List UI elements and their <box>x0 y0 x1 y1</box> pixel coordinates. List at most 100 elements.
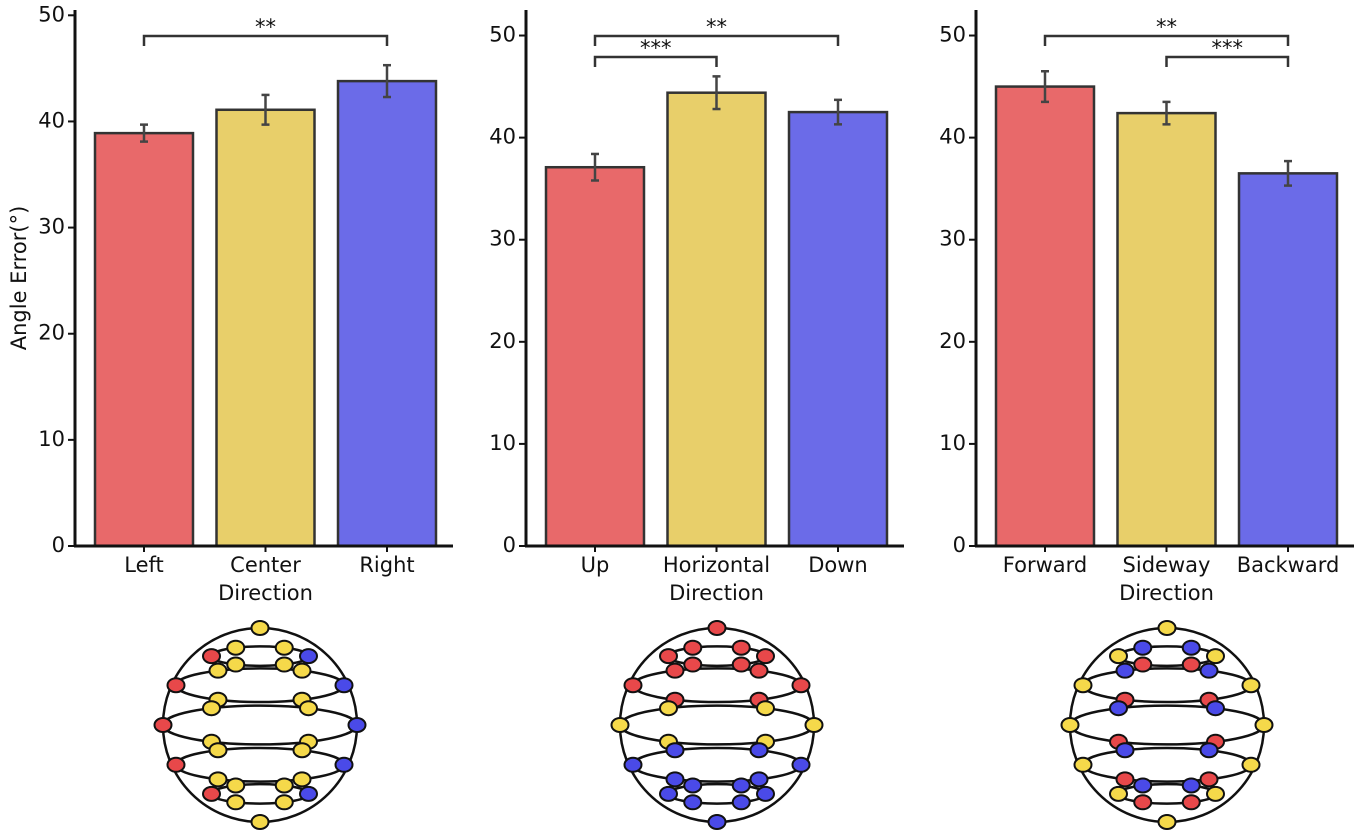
sphere-dot <box>227 658 244 672</box>
sphere-dot <box>1116 772 1133 786</box>
bar <box>668 93 766 546</box>
sphere-dot <box>1183 778 1200 792</box>
sphere-dot <box>757 701 774 715</box>
y-tick-label: 0 <box>52 533 65 557</box>
sphere-dot <box>1183 795 1200 809</box>
sphere-dot <box>276 641 293 655</box>
sphere-ring <box>212 646 309 665</box>
sphere-dot <box>1110 701 1127 715</box>
sphere-dot <box>1110 649 1127 663</box>
sphere-dot <box>300 649 317 663</box>
sphere-dot <box>1201 664 1218 678</box>
sphere-ring <box>176 668 344 702</box>
y-tick-label: 20 <box>489 329 516 353</box>
sphere-dot <box>227 641 244 655</box>
sphere-ring <box>1119 646 1216 665</box>
sphere-dot <box>751 772 768 786</box>
bar <box>996 87 1094 546</box>
y-tick-label: 20 <box>38 321 65 345</box>
sphere-dot <box>684 658 701 672</box>
sphere-dot <box>294 743 311 757</box>
sphere-diagram <box>612 621 823 829</box>
sphere-dot <box>1207 649 1224 663</box>
sphere-dot <box>209 664 226 678</box>
sphere-dot <box>1116 743 1133 757</box>
x-tick-label: Horizontal <box>663 553 770 577</box>
sphere-dot <box>252 621 269 635</box>
sphere-dot <box>709 621 726 635</box>
sphere-dot <box>1116 664 1133 678</box>
y-tick-label: 20 <box>939 329 966 353</box>
sphere-dot <box>1134 795 1151 809</box>
sphere-dot <box>336 758 353 772</box>
sphere-dot <box>1134 778 1151 792</box>
y-tick-label: 50 <box>38 2 65 26</box>
sphere-dot <box>1243 758 1260 772</box>
x-tick-label: Forward <box>1003 553 1087 577</box>
sphere-dot <box>684 795 701 809</box>
sphere-dot <box>1207 787 1224 801</box>
sphere-ring <box>669 784 766 803</box>
sphere-dot <box>660 701 677 715</box>
x-axis-label: Direction <box>669 581 764 605</box>
sphere-ring <box>633 668 801 702</box>
figure: 01020304050LeftCenterRightDirectionAngle… <box>0 0 1359 830</box>
y-tick-label: 0 <box>953 533 966 557</box>
sphere-dot <box>733 795 750 809</box>
sphere-dot <box>733 658 750 672</box>
sphere-dot <box>167 758 184 772</box>
bar <box>217 110 315 546</box>
sphere-dot <box>1134 658 1151 672</box>
sphere-ring <box>620 706 814 745</box>
sphere-dot <box>1207 701 1224 715</box>
x-tick-label: Right <box>359 553 414 577</box>
y-tick-label: 50 <box>939 23 966 47</box>
sphere-dot <box>1183 658 1200 672</box>
sphere-dot <box>1159 621 1176 635</box>
sphere-dot <box>203 701 220 715</box>
y-tick-label: 30 <box>939 227 966 251</box>
sphere-dot <box>155 718 172 732</box>
bar <box>1118 113 1216 546</box>
significance-label: ** <box>1156 15 1177 39</box>
sphere-dot <box>624 758 641 772</box>
y-tick-label: 50 <box>489 23 516 47</box>
sphere-dot <box>751 743 768 757</box>
sphere-dot <box>227 795 244 809</box>
sphere-dot <box>1110 787 1127 801</box>
sphere-dot <box>733 778 750 792</box>
sphere-dot <box>294 772 311 786</box>
sphere-ring <box>163 706 357 745</box>
sphere-dot <box>1243 678 1260 692</box>
sphere-dot <box>660 787 677 801</box>
y-tick-label: 30 <box>38 215 65 239</box>
sphere-diagram <box>155 621 366 829</box>
sphere-dot <box>1201 743 1218 757</box>
sphere-dot <box>1062 718 1079 732</box>
bar <box>546 167 644 546</box>
sphere-ring <box>1119 784 1216 803</box>
sphere-ring <box>1070 706 1264 745</box>
x-tick-label: Sideway <box>1123 553 1211 577</box>
sphere-dot <box>167 678 184 692</box>
sphere-dot <box>612 718 629 732</box>
sphere-dot <box>1256 718 1273 732</box>
x-axis-label: Direction <box>1119 581 1214 605</box>
sphere-dot <box>793 678 810 692</box>
sphere-dot <box>209 743 226 757</box>
y-tick-label: 10 <box>489 431 516 455</box>
sphere-dot <box>1183 641 1200 655</box>
x-tick-label: Down <box>808 553 868 577</box>
y-tick-label: 10 <box>38 427 65 451</box>
sphere-dot <box>276 795 293 809</box>
sphere-ring <box>669 646 766 665</box>
significance-label: ** <box>706 15 727 39</box>
y-tick-label: 40 <box>489 125 516 149</box>
bar <box>95 133 193 546</box>
y-tick-label: 0 <box>503 533 516 557</box>
sphere-dot <box>666 743 683 757</box>
bar <box>338 81 436 546</box>
sphere-diagram <box>1062 621 1273 829</box>
sphere-dot <box>203 787 220 801</box>
sphere-ring <box>212 784 309 803</box>
